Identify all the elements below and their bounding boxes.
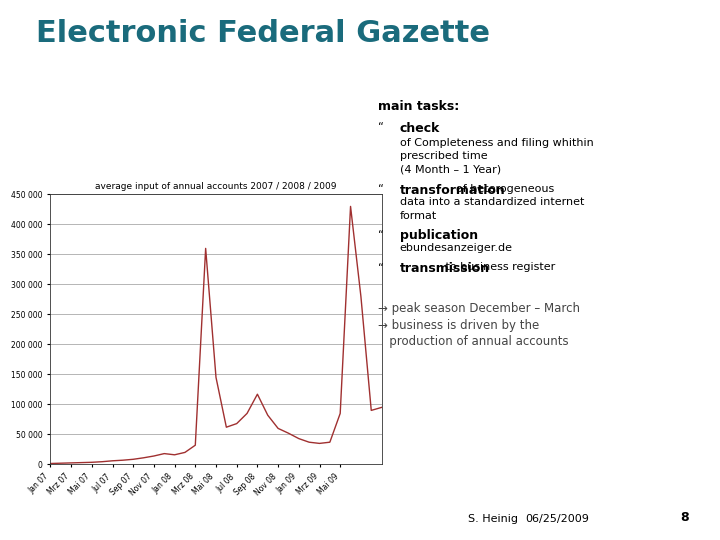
Text: prescribed time: prescribed time: [400, 151, 487, 161]
Text: main tasks:: main tasks:: [378, 100, 459, 113]
Text: ebundesanzeiger.de: ebundesanzeiger.de: [400, 243, 513, 253]
Text: (4 Month – 1 Year): (4 Month – 1 Year): [400, 165, 500, 175]
Text: “: “: [378, 122, 384, 132]
Text: to business register: to business register: [400, 262, 555, 272]
Text: transmission: transmission: [400, 262, 490, 275]
Text: “: “: [378, 230, 384, 240]
Text: → business is driven by the: → business is driven by the: [378, 319, 539, 332]
Text: data into a standardized internet: data into a standardized internet: [400, 197, 584, 207]
Text: S. Heinig: S. Heinig: [468, 514, 518, 524]
Text: “: “: [378, 262, 384, 272]
Text: transformation: transformation: [400, 184, 505, 197]
Text: publication: publication: [400, 230, 478, 242]
Text: production of annual accounts: production of annual accounts: [378, 335, 569, 348]
Text: → peak season December – March: → peak season December – March: [378, 302, 580, 315]
Title: average input of annual accounts 2007 / 2008 / 2009: average input of annual accounts 2007 / …: [95, 182, 337, 191]
Text: of heterogeneous: of heterogeneous: [400, 184, 554, 194]
Text: “: “: [378, 184, 384, 194]
Text: check: check: [400, 122, 440, 134]
Text: 8: 8: [680, 511, 689, 524]
Text: format: format: [400, 211, 437, 221]
Text: 06/25/2009: 06/25/2009: [526, 514, 590, 524]
Text: Electronic Federal Gazette: Electronic Federal Gazette: [36, 19, 490, 48]
Text: of Completeness and filing whithin: of Completeness and filing whithin: [400, 138, 593, 148]
